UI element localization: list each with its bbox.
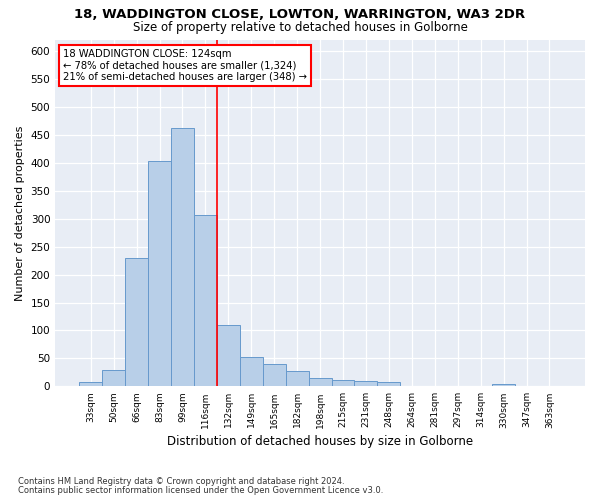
Text: 18, WADDINGTON CLOSE, LOWTON, WARRINGTON, WA3 2DR: 18, WADDINGTON CLOSE, LOWTON, WARRINGTON…: [74, 8, 526, 20]
Bar: [148, 161, 171, 386]
Bar: [217, 325, 240, 386]
Text: Contains HM Land Registry data © Crown copyright and database right 2024.: Contains HM Land Registry data © Crown c…: [18, 477, 344, 486]
Bar: [263, 364, 286, 386]
Bar: [286, 371, 308, 386]
Bar: [240, 356, 263, 386]
Text: Contains public sector information licensed under the Open Government Licence v3: Contains public sector information licen…: [18, 486, 383, 495]
Bar: [171, 128, 194, 386]
Bar: [492, 384, 515, 386]
Bar: [125, 258, 148, 386]
Bar: [355, 380, 377, 386]
Text: Size of property relative to detached houses in Golborne: Size of property relative to detached ho…: [133, 21, 467, 34]
Bar: [79, 382, 102, 386]
Text: 18 WADDINGTON CLOSE: 124sqm
← 78% of detached houses are smaller (1,324)
21% of : 18 WADDINGTON CLOSE: 124sqm ← 78% of det…: [63, 48, 307, 82]
Bar: [308, 378, 332, 386]
Bar: [377, 382, 400, 386]
X-axis label: Distribution of detached houses by size in Golborne: Distribution of detached houses by size …: [167, 434, 473, 448]
Y-axis label: Number of detached properties: Number of detached properties: [15, 126, 25, 301]
Bar: [102, 370, 125, 386]
Bar: [194, 215, 217, 386]
Bar: [332, 380, 355, 386]
